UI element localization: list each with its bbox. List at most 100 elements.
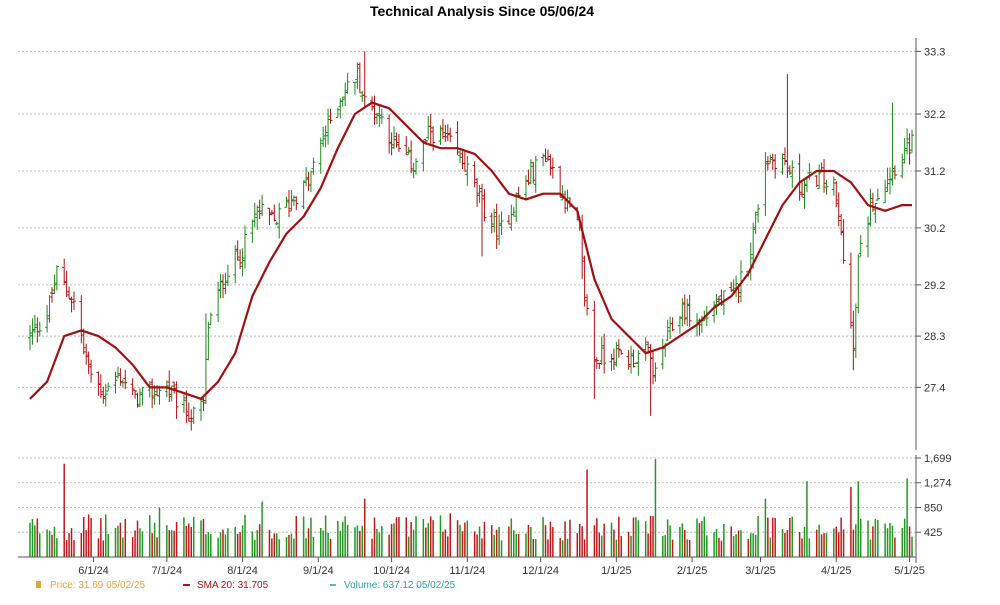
volume-bar bbox=[459, 524, 461, 557]
volume-bar bbox=[500, 540, 503, 557]
price-gridlines bbox=[18, 50, 916, 388]
volume-bar bbox=[36, 518, 39, 557]
volume-bar bbox=[393, 523, 395, 557]
volume-bar bbox=[833, 528, 835, 557]
volume-bar bbox=[718, 537, 720, 557]
volume-bar bbox=[337, 520, 339, 557]
volume-bar bbox=[156, 537, 158, 557]
volume-bar bbox=[615, 539, 618, 557]
volume-bar bbox=[268, 529, 271, 557]
volume-bar bbox=[771, 517, 774, 557]
volume-bar bbox=[124, 519, 127, 557]
volume-bar bbox=[891, 525, 894, 557]
volume-bar bbox=[859, 518, 862, 557]
volume-bar bbox=[703, 516, 706, 557]
volume-bar bbox=[422, 518, 425, 557]
volume-bar bbox=[835, 526, 838, 557]
volume-bar bbox=[236, 533, 239, 557]
volume-bar bbox=[696, 518, 698, 557]
volume-bar bbox=[473, 531, 476, 557]
volume-bar bbox=[740, 530, 742, 557]
volume-bar bbox=[190, 526, 193, 557]
volume-bar bbox=[415, 516, 417, 557]
volume-bar bbox=[684, 529, 686, 557]
legend-price-swatch bbox=[36, 581, 41, 588]
volume-bar bbox=[51, 534, 53, 557]
volume-bar bbox=[855, 524, 857, 557]
volume-bar bbox=[410, 522, 412, 557]
volume-bar bbox=[508, 526, 510, 557]
volume-bar bbox=[720, 540, 723, 557]
volume-bar bbox=[679, 526, 681, 557]
volume-bar bbox=[478, 526, 481, 557]
volume-bar bbox=[464, 522, 466, 557]
volume-bar bbox=[632, 517, 635, 557]
volume-bar bbox=[825, 533, 828, 557]
volume-bar bbox=[476, 534, 478, 557]
volume-bar bbox=[749, 533, 752, 557]
volume-bar bbox=[427, 523, 429, 557]
volume-bar bbox=[202, 519, 205, 557]
volume-bar bbox=[652, 516, 654, 557]
volume-bar bbox=[578, 523, 581, 557]
volume-bar bbox=[373, 517, 376, 557]
volume-bar bbox=[131, 537, 134, 557]
date-tick-label: 7/1/24 bbox=[152, 565, 183, 577]
volume-bar bbox=[168, 530, 171, 557]
volume-bar bbox=[173, 530, 175, 557]
volume-bar bbox=[70, 528, 73, 557]
volume-bar bbox=[723, 523, 725, 557]
volume-bar bbox=[620, 535, 623, 557]
volume-bar bbox=[205, 534, 207, 557]
volume-bar bbox=[669, 525, 671, 557]
volume-bar bbox=[534, 539, 537, 557]
volume-bar bbox=[747, 538, 750, 557]
volume-bar bbox=[515, 533, 517, 557]
volume-bar bbox=[517, 534, 520, 557]
volume-bar bbox=[288, 534, 290, 557]
volume-bar bbox=[53, 526, 56, 557]
volume-bar bbox=[166, 525, 168, 557]
volume-bar bbox=[148, 515, 151, 557]
volume-bar bbox=[662, 535, 664, 557]
volume-bar bbox=[158, 507, 161, 557]
volume-bar bbox=[68, 533, 70, 557]
volume-bar bbox=[564, 521, 566, 557]
volume-bar bbox=[803, 526, 806, 557]
volume-bar bbox=[31, 518, 34, 557]
volume-tick-label: 425 bbox=[924, 527, 942, 539]
volume-bar bbox=[234, 526, 236, 557]
volume-bar bbox=[820, 534, 823, 557]
volume-bar bbox=[806, 481, 808, 557]
volume-bar bbox=[649, 515, 652, 557]
volume-bar bbox=[701, 520, 703, 557]
volume-bar bbox=[200, 520, 202, 557]
volume-bar bbox=[664, 535, 666, 557]
volume-bar bbox=[407, 536, 410, 557]
volume-bar bbox=[894, 537, 896, 557]
volume-bar bbox=[867, 520, 869, 557]
volume-bar bbox=[798, 532, 801, 557]
volume-bar bbox=[754, 534, 757, 557]
legend-label: Volume: 637.12 05/02/25 bbox=[344, 580, 456, 591]
volume-bar bbox=[432, 520, 434, 557]
volume-bar bbox=[767, 517, 769, 557]
volume-bar bbox=[63, 463, 65, 557]
volume-bar bbox=[381, 526, 383, 557]
price-tick-label: 29.2 bbox=[924, 280, 945, 292]
chart-legend: Price: 31.69 05/02/25 SMA 20: 31.705 Volum… bbox=[36, 580, 456, 591]
volume-bar bbox=[412, 529, 415, 557]
price-axis-ticks: 33.3 32.2 31.2 30.2 29.2 28.3 27.4 bbox=[916, 46, 945, 394]
price-tick-label: 33.3 bbox=[924, 46, 945, 58]
volume-bar bbox=[429, 516, 432, 557]
volume-bar bbox=[251, 531, 254, 557]
volume-bar bbox=[840, 517, 842, 557]
volume-bar bbox=[65, 540, 68, 557]
volume-bar bbox=[170, 530, 173, 557]
volume-bar bbox=[222, 529, 224, 557]
volume-bar bbox=[593, 525, 596, 557]
volume-bar bbox=[730, 526, 732, 557]
volume-bar bbox=[815, 529, 818, 557]
volume-bar bbox=[344, 516, 346, 557]
